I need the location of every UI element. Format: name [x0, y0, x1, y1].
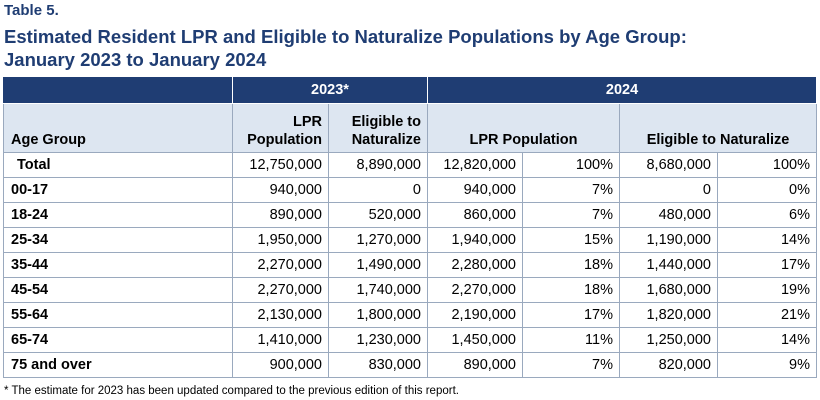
- cell-lpr24: 890,000: [427, 352, 523, 378]
- cell-lpr24: 940,000: [427, 177, 523, 203]
- cell-elig23: 0: [328, 177, 428, 203]
- cell-lpr24: 1,940,000: [427, 227, 523, 253]
- cell-elig24: 0: [619, 177, 718, 203]
- cell-lpr23: 2,270,000: [232, 277, 329, 303]
- table-row: 65-74 1,410,000 1,230,000 1,450,000 11% 1,250…: [3, 327, 818, 353]
- cell-group: 25-34: [3, 227, 233, 253]
- cell-elig24: 8,680,000: [619, 152, 718, 178]
- cell-elig24: 1,680,000: [619, 277, 718, 303]
- cell-elig24pct: 0%: [716, 177, 818, 203]
- title-line-1: Estimated Resident LPR and Eligible to N…: [4, 26, 687, 47]
- cell-elig24: 820,000: [619, 352, 718, 378]
- table-row: 00-17 940,000 0 940,000 7% 0 0%: [3, 177, 818, 203]
- table-row: 25-34 1,950,000 1,270,000 1,940,000 15% 1,190…: [3, 227, 818, 253]
- cell-lpr24pct: 100%: [522, 152, 620, 178]
- cell-elig24pct: 17%: [716, 252, 818, 278]
- cell-group: 45-54: [3, 277, 233, 303]
- cell-group: 75 and over: [3, 352, 233, 378]
- cell-lpr23: 2,130,000: [232, 302, 329, 328]
- cell-lpr24pct: 7%: [522, 352, 620, 378]
- band-2023: 2023*: [232, 76, 428, 104]
- cell-elig24pct: 14%: [716, 227, 818, 253]
- cell-elig23: 1,270,000: [328, 227, 428, 253]
- cell-lpr24pct: 17%: [522, 302, 620, 328]
- table-row: 75 and over 900,000 830,000 890,000 7% 820,00…: [3, 352, 818, 378]
- cell-lpr24pct: 18%: [522, 252, 620, 278]
- cell-group: 55-64: [3, 302, 233, 328]
- table-row-total: Total 12,750,000 8,890,000 12,820,000 100% 8,…: [3, 152, 818, 178]
- cell-elig24: 480,000: [619, 202, 718, 228]
- table-title: Estimated Resident LPR and Eligible to N…: [4, 25, 687, 71]
- band-2024: 2024: [426, 76, 818, 104]
- cell-group: 00-17: [3, 177, 233, 203]
- title-line-2: January 2023 to January 2024: [4, 49, 267, 70]
- cell-group: Total: [3, 152, 233, 178]
- cell-lpr24: 1,450,000: [427, 327, 523, 353]
- table-row: 45-54 2,270,000 1,740,000 2,270,000 18% 1,680…: [3, 277, 818, 303]
- header-eligible-2023: Eligible to Naturalize: [328, 103, 428, 153]
- cell-lpr23: 2,270,000: [232, 252, 329, 278]
- table-label: Table 5.: [4, 2, 59, 19]
- cell-elig24: 1,820,000: [619, 302, 718, 328]
- cell-lpr24pct: 11%: [522, 327, 620, 353]
- cell-elig23: 1,490,000: [328, 252, 428, 278]
- header-eligible-2023-line1: Eligible to: [351, 114, 421, 130]
- cell-lpr24: 2,280,000: [427, 252, 523, 278]
- cell-group: 18-24: [3, 202, 233, 228]
- cell-elig24: 1,190,000: [619, 227, 718, 253]
- cell-group: 35-44: [3, 252, 233, 278]
- cell-elig24pct: 100%: [716, 152, 818, 178]
- cell-elig23: 1,230,000: [328, 327, 428, 353]
- cell-lpr24pct: 15%: [522, 227, 620, 253]
- cell-elig23: 1,740,000: [328, 277, 428, 303]
- cell-elig24pct: 21%: [716, 302, 818, 328]
- header-eligible-2023-line2: Naturalize: [351, 132, 421, 148]
- band-empty-cell: [3, 76, 233, 104]
- header-lpr-2023-line1: LPR: [293, 114, 322, 130]
- cell-lpr24: 2,190,000: [427, 302, 523, 328]
- cell-elig24pct: 6%: [716, 202, 818, 228]
- cell-lpr23: 900,000: [232, 352, 329, 378]
- cell-elig23: 830,000: [328, 352, 428, 378]
- cell-elig24pct: 14%: [716, 327, 818, 353]
- column-header-row: Age Group LPR Population Eligible to Nat…: [3, 103, 818, 153]
- data-table: 2023* 2024 Age Group LPR Population Elig…: [3, 76, 818, 378]
- cell-lpr23: 940,000: [232, 177, 329, 203]
- cell-lpr24pct: 18%: [522, 277, 620, 303]
- header-eligible-2024: Eligible to Naturalize: [618, 103, 818, 153]
- cell-lpr23: 12,750,000: [232, 152, 329, 178]
- cell-lpr24: 860,000: [427, 202, 523, 228]
- cell-elig24pct: 19%: [716, 277, 818, 303]
- header-lpr-2024: LPR Population: [427, 103, 620, 153]
- cell-elig23: 520,000: [328, 202, 428, 228]
- cell-elig24: 1,440,000: [619, 252, 718, 278]
- cell-elig24pct: 9%: [716, 352, 818, 378]
- cell-lpr23: 1,410,000: [232, 327, 329, 353]
- header-age-group: Age Group: [3, 103, 233, 153]
- cell-lpr24: 12,820,000: [427, 152, 523, 178]
- table-row: 18-24 890,000 520,000 860,000 7% 480,000 6%: [3, 202, 818, 228]
- cell-lpr23: 1,950,000: [232, 227, 329, 253]
- cell-elig23: 1,800,000: [328, 302, 428, 328]
- cell-lpr24: 2,270,000: [427, 277, 523, 303]
- cell-lpr24pct: 7%: [522, 177, 620, 203]
- table-row: 55-64 2,130,000 1,800,000 2,190,000 17% 1,820…: [3, 302, 818, 328]
- header-lpr-2023-line2: Population: [247, 132, 322, 148]
- cell-group: 65-74: [3, 327, 233, 353]
- table-body: Total 12,750,000 8,890,000 12,820,000 100% 8,…: [3, 152, 818, 378]
- cell-lpr23: 890,000: [232, 202, 329, 228]
- header-lpr-2023: LPR Population: [232, 103, 329, 153]
- cell-lpr24pct: 7%: [522, 202, 620, 228]
- cell-elig23: 8,890,000: [328, 152, 428, 178]
- table-row: 35-44 2,270,000 1,490,000 2,280,000 18% 1,440…: [3, 252, 818, 278]
- year-band-row: 2023* 2024: [3, 76, 818, 104]
- footnote: * The estimate for 2023 has been updated…: [4, 385, 459, 397]
- cell-elig24: 1,250,000: [619, 327, 718, 353]
